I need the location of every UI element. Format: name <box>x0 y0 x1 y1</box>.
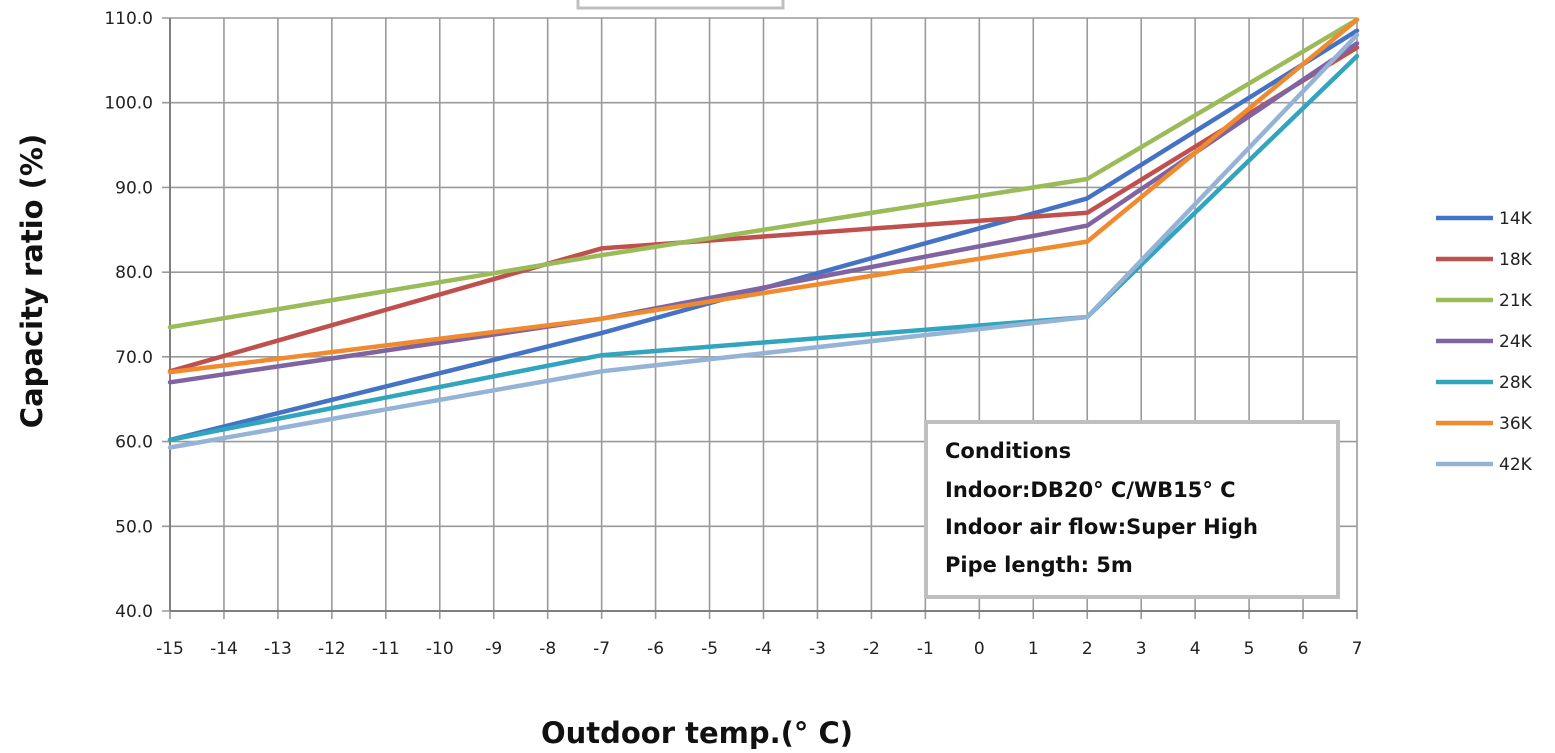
conditions-pipe-length: Pipe length: 5m <box>945 553 1133 577</box>
legend-label-42k: 42K <box>1499 455 1533 475</box>
x-tick-label: -14 <box>210 639 238 659</box>
series-line-42k <box>167 32 1360 450</box>
x-tick-label: -3 <box>809 639 826 659</box>
x-tick-label: -10 <box>426 639 454 659</box>
y-tick-label: 100.0 <box>104 94 153 114</box>
x-tick-label: -11 <box>372 639 400 659</box>
y-tick-label: 70.0 <box>115 348 153 368</box>
conditions-indoor: Indoor:DB20° C/WB15° C <box>945 478 1236 502</box>
x-tick-label: -4 <box>755 639 772 659</box>
x-tick-label: 0 <box>974 639 985 659</box>
legend-label-14k: 14K <box>1499 209 1533 229</box>
x-tick-label: 4 <box>1190 639 1201 659</box>
legend-label-36k: 36K <box>1499 414 1533 434</box>
legend-label-24k: 24K <box>1499 332 1533 352</box>
y-axis-title: Capacity ratio (%) <box>15 134 49 428</box>
conditions-airflow: Indoor air flow:Super High <box>945 515 1258 539</box>
x-tick-label: -1 <box>917 639 934 659</box>
conditions-box-frame <box>924 420 1340 599</box>
x-tick-label: -6 <box>647 639 664 659</box>
series-line-24k <box>167 41 1360 385</box>
x-tick-label: -9 <box>485 639 502 659</box>
series-line-36k <box>167 17 1360 375</box>
series-line-28k <box>167 53 1360 443</box>
x-tick-label: -8 <box>539 639 556 659</box>
top-box-fragment <box>576 0 785 10</box>
conditions-title: Conditions <box>945 439 1071 463</box>
x-tick-label: 1 <box>1028 639 1039 659</box>
y-tick-label: 50.0 <box>115 517 153 537</box>
x-tick-label: 6 <box>1298 639 1309 659</box>
y-tick-label: 40.0 <box>115 602 153 622</box>
legend-label-28k: 28K <box>1499 373 1533 393</box>
legend: 14K 18K 21K 24K 28K 36K 42K <box>1436 209 1533 475</box>
y-tick-labels: 40.0 50.0 60.0 70.0 80.0 90.0 100.0 110.0 <box>104 9 153 622</box>
x-axis-title: Outdoor temp.(° C) <box>541 716 853 750</box>
series-line-21k <box>167 17 1360 330</box>
grid <box>162 17 1358 619</box>
x-tick-label: -12 <box>318 639 346 659</box>
axes <box>169 18 1357 612</box>
y-tick-label: 110.0 <box>104 9 153 29</box>
x-tick-label: -15 <box>156 639 184 659</box>
x-tick-labels: -15 -14 -13 -12 -11 -10 -9 -8 -7 -6 -5 -4 -3 -2 -1 0 1 2 3… <box>156 639 1362 659</box>
series-lines <box>167 17 1360 450</box>
y-tick-label: 80.0 <box>115 263 153 283</box>
x-tick-label: 2 <box>1082 639 1093 659</box>
x-tick-label: 3 <box>1136 639 1147 659</box>
conditions-box: Conditions Indoor:DB20° C/WB15° C Indoor… <box>924 420 1340 599</box>
legend-label-21k: 21K <box>1499 291 1533 311</box>
series-line-14k <box>167 28 1360 443</box>
x-tick-label: 7 <box>1352 639 1363 659</box>
legend-label-18k: 18K <box>1499 250 1533 270</box>
x-tick-label: -5 <box>701 639 718 659</box>
y-tick-label: 60.0 <box>115 433 153 453</box>
x-tick-label: -7 <box>593 639 610 659</box>
x-tick-label: 5 <box>1244 639 1255 659</box>
x-tick-label: -2 <box>863 639 880 659</box>
x-tick-label: -13 <box>264 639 292 659</box>
y-tick-label: 90.0 <box>115 178 153 198</box>
